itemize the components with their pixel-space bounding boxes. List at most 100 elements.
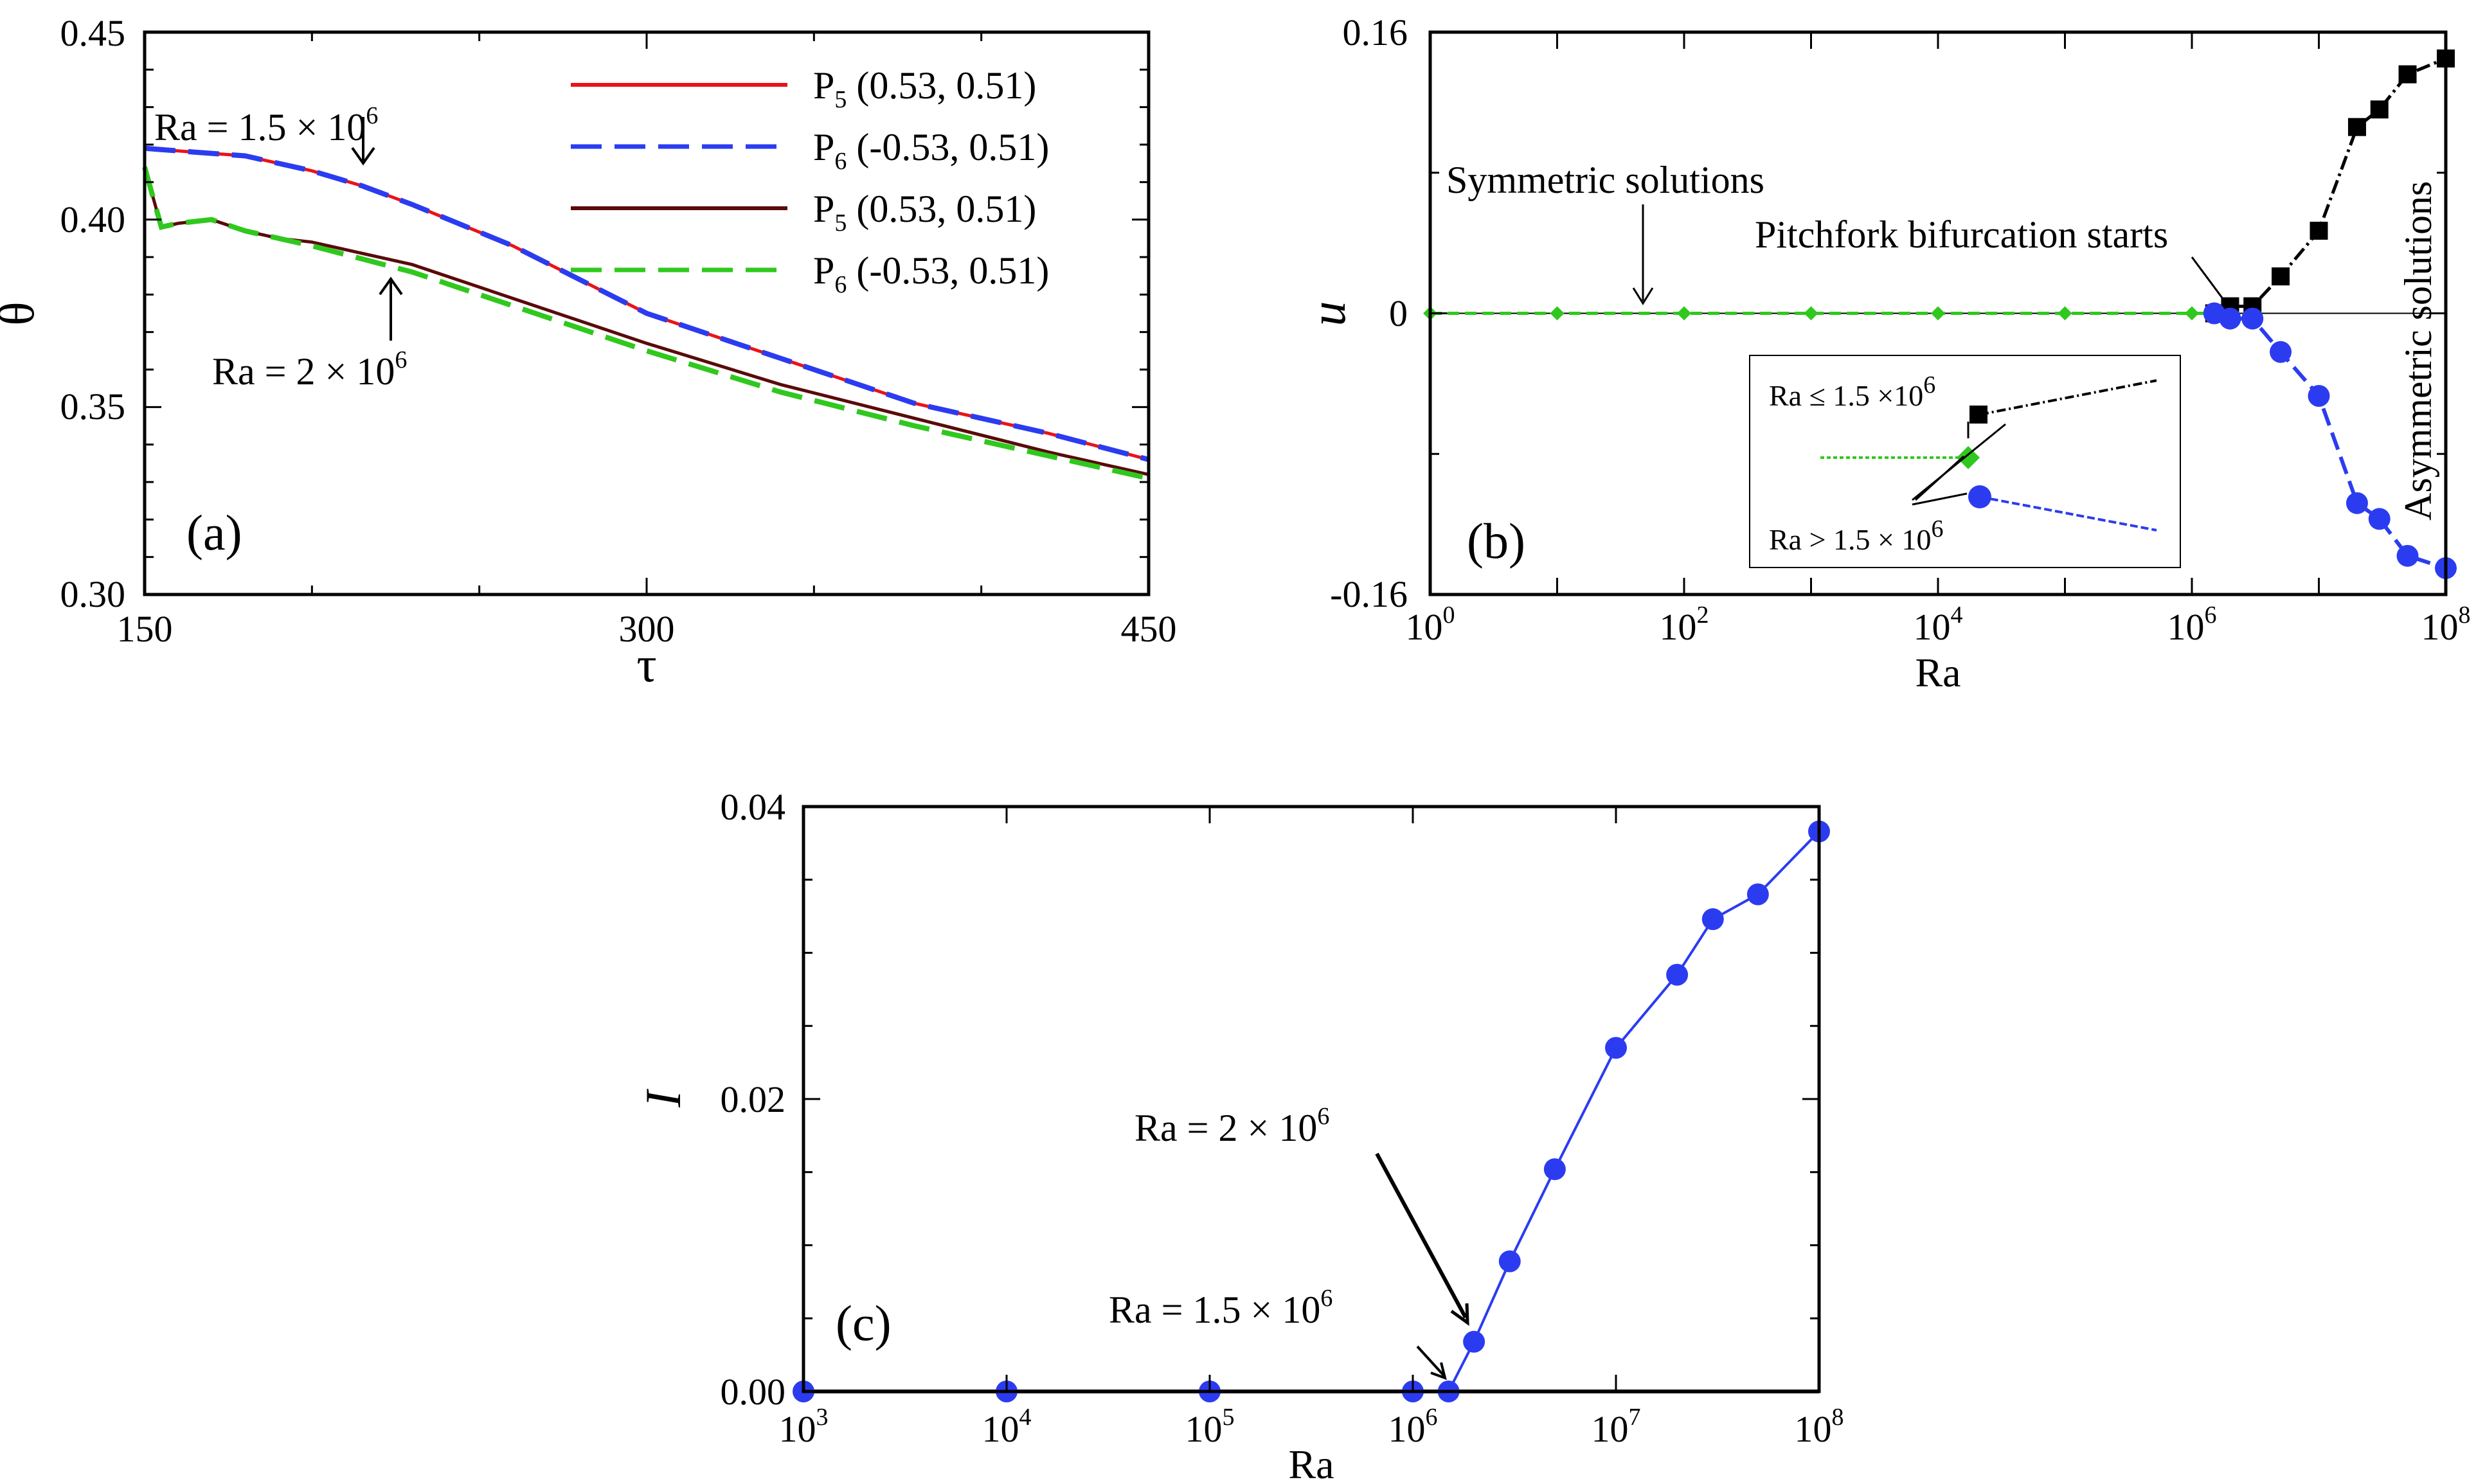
panel-a-annotation-ra-2e6: Ra = 2 × 106 — [212, 346, 407, 393]
panel-c-ylabel: I — [635, 1088, 691, 1108]
panel-c-point-6 — [1498, 1250, 1521, 1273]
panel-a-ylabel: θ — [0, 301, 44, 325]
legend-label-p5-darkred: P5 (0.53, 0.51) — [813, 188, 1036, 237]
panel-c-point-8 — [1605, 1037, 1627, 1059]
panel-b-ticks — [1429, 31, 2447, 596]
inset-marker-blue-circle — [1968, 485, 1991, 508]
inset-pointer-up-3 — [1912, 423, 2006, 501]
panel-b-series-0-point-1 — [1550, 306, 1565, 321]
panel-c-xtick-1e7: 107 — [1592, 1404, 1641, 1450]
panel-b-xtick-1e2: 102 — [1660, 602, 1709, 648]
panel-b-series-0-point-4 — [1931, 306, 1945, 321]
panel-b-series-1-point-4 — [2310, 221, 2328, 240]
panel-b-series-2-point-5 — [2346, 492, 2368, 514]
panel-a-panel-label: (a) — [186, 505, 242, 560]
panel-a-ytick-045: 0.45 — [60, 12, 126, 54]
panel-b-xtick-1e0: 100 — [1406, 602, 1455, 648]
panel-c-arrowhead-ra-1-5e6 — [1430, 1362, 1447, 1381]
panel-c-xtick-1e5: 105 — [1185, 1404, 1235, 1450]
panel-a-ytick-040: 0.40 — [60, 199, 126, 240]
panel-b-ytick-016: 0.16 — [1343, 12, 1408, 53]
panel-b-series-2-point-1 — [2219, 307, 2241, 330]
panel-c-annotation-ra-1-5e6: Ra = 1.5 × 106 — [1109, 1285, 1332, 1331]
panel-a-annotation-ra-1-5e6: Ra = 1.5 × 106 — [154, 102, 378, 148]
panel-c-point-10 — [1701, 908, 1724, 931]
panel-b-xtick-1e6: 106 — [2167, 602, 2217, 648]
panel-a-legend: P5 (0.53, 0.51) P6 (-0.53, 0.51) P5 (0.5… — [571, 64, 1049, 298]
panel-c-xtick-1e4: 104 — [982, 1404, 1032, 1450]
panel-c-point-5 — [1463, 1330, 1485, 1353]
panel-a-annotation-arrowhead-1 — [351, 147, 375, 166]
panel-b-series-2-point-3 — [2270, 341, 2292, 363]
panel-b-pitchfork-arrow — [2191, 256, 2227, 303]
panel-b-xtick-1e8: 108 — [2421, 602, 2471, 648]
panel-c-xtick-1e3: 103 — [779, 1404, 829, 1450]
panel-b-inset-legend: Ra ≤ 1.5 ×106 Ra > 1.5 × 106 — [1749, 355, 2181, 568]
panel-a-series-1 — [144, 145, 1150, 462]
panel-c-ticks — [802, 805, 1820, 1393]
inset-label-asymmetric: Ra > 1.5 × 106 — [1769, 515, 1943, 556]
inset-marker-green-diamond — [1957, 446, 1980, 469]
panel-b-curves — [1423, 49, 2457, 579]
panel-c-panel-label: (c) — [836, 1295, 892, 1351]
panel-a-xlabel: τ — [636, 636, 656, 692]
panel-b-series-2-point-6 — [2368, 508, 2391, 530]
panel-c-ytick-000: 0.00 — [721, 1371, 786, 1413]
panel-c-point-11 — [1746, 883, 1769, 906]
legend-label-p6-green: P6 (-0.53, 0.51) — [813, 249, 1049, 298]
inset-pointer-down — [1912, 492, 1968, 506]
panel-b: 100 102 104 106 108 -0.16 0 0.16 Ra u (b… — [1300, 12, 2471, 695]
inset-marker-black-square — [1969, 406, 1987, 424]
panel-b-series-1-point-3 — [2272, 267, 2290, 286]
panel-b-panel-label: (b) — [1467, 513, 1525, 569]
panel-a-ticks — [143, 31, 1150, 596]
panel-a-series-2 — [143, 166, 1149, 476]
panel-b-annotation-pitchfork: Pitchfork bifurcation starts — [1755, 213, 2168, 256]
panel-a-ytick-035: 0.35 — [60, 386, 126, 427]
panel-b-series-0-point-3 — [1804, 306, 1818, 321]
panel-a-xtick-450: 450 — [1121, 608, 1177, 650]
inset-line-black — [1979, 379, 2157, 416]
panel-b-annotation-symmetric: Symmetric solutions — [1446, 159, 1764, 201]
panel-b-series-1-point-6 — [2370, 100, 2389, 119]
panel-b-series-2-point-4 — [2308, 385, 2330, 407]
panel-c: 103 104 105 106 107 108 0.00 0.02 0.04 R… — [635, 786, 1844, 1484]
panel-b-xtick-1e4: 104 — [1914, 602, 1963, 648]
panel-c-point-9 — [1666, 963, 1689, 986]
panel-c-arrowhead-ra-2e6 — [1450, 1303, 1469, 1327]
panel-a-xtick-300: 300 — [619, 608, 675, 650]
panel-b-ytick-0: 0 — [1389, 292, 1408, 334]
panel-b-series-2-point-2 — [2241, 307, 2264, 330]
panel-b-series-0-point-6 — [2185, 306, 2199, 321]
panel-c-xtick-1e6: 106 — [1388, 1404, 1438, 1450]
panel-a-annotation-arrowhead-2 — [379, 276, 403, 296]
inset-line-blue — [1979, 496, 2157, 532]
panel-b-series-0-point-2 — [1677, 306, 1691, 321]
panel-b-series-1-point-7 — [2398, 65, 2417, 84]
panel-b-xlabel: Ra — [1915, 650, 1960, 695]
inset-label-symmetric: Ra ≤ 1.5 ×106 — [1769, 371, 1935, 412]
panel-c-xlabel: Ra — [1288, 1442, 1334, 1484]
panel-c-annotation-ra-2e6: Ra = 2 × 106 — [1135, 1103, 1329, 1149]
panel-a-series-3 — [142, 166, 1149, 481]
panel-c-arrow-ra-2e6 — [1375, 1152, 1467, 1319]
panel-a-xtick-150: 150 — [117, 608, 173, 650]
panel-b-annotation-asymmetric: Asymmetric solutions — [2397, 181, 2439, 521]
panel-c-ytick-004: 0.04 — [721, 786, 786, 828]
panel-c-point-7 — [1543, 1158, 1566, 1181]
legend-label-p6-blue: P6 (-0.53, 0.51) — [813, 126, 1049, 175]
panel-b-ytick-neg016: -0.16 — [1330, 573, 1408, 615]
panel-c-arrow-ra-1-5e6 — [1416, 1345, 1445, 1377]
panel-a-curves — [142, 145, 1150, 481]
panel-b-symmetric-arrowhead — [1632, 287, 1654, 305]
panel-c-ytick-002: 0.02 — [721, 1078, 786, 1120]
panel-b-series-1-point-5 — [2347, 118, 2366, 136]
legend-label-p5-red: P5 (0.53, 0.51) — [813, 64, 1036, 113]
panel-b-ylabel: u — [1300, 301, 1356, 326]
panel-a-ytick-030: 0.30 — [60, 573, 126, 615]
panel-c-xtick-1e8: 108 — [1795, 1404, 1844, 1450]
panel-b-series-2-point-7 — [2396, 544, 2419, 567]
panel-b-series-0-point-5 — [2058, 306, 2072, 321]
panel-a: 150 300 450 0.30 0.35 0.40 0.45 τ θ (a) … — [0, 12, 1177, 692]
